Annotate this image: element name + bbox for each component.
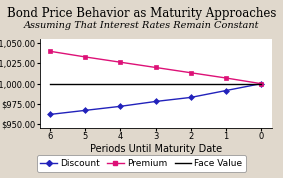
- Line: Premium: Premium: [48, 49, 263, 86]
- Line: Discount: Discount: [48, 82, 263, 116]
- Discount: [260, 83, 263, 85]
- Discount: [84, 109, 87, 111]
- Text: Assuming That Interest Rates Remain Constant: Assuming That Interest Rates Remain Cons…: [24, 21, 259, 30]
- Discount: [154, 100, 157, 103]
- Premium: [154, 66, 157, 69]
- Face Value: [260, 83, 263, 85]
- Discount: [189, 96, 192, 98]
- Premium: [84, 56, 87, 58]
- Premium: [119, 61, 122, 63]
- Discount: [48, 113, 52, 116]
- Face Value: [224, 83, 228, 85]
- Legend: Discount, Premium, Face Value: Discount, Premium, Face Value: [37, 156, 246, 172]
- Face Value: [119, 83, 122, 85]
- Text: Bond Price Behavior as Maturity Approaches: Bond Price Behavior as Maturity Approach…: [7, 7, 276, 20]
- Discount: [119, 105, 122, 107]
- Premium: [224, 77, 228, 79]
- Premium: [189, 72, 192, 74]
- Premium: [260, 83, 263, 85]
- Face Value: [189, 83, 192, 85]
- X-axis label: Periods Until Maturity Date: Periods Until Maturity Date: [90, 144, 222, 154]
- Face Value: [84, 83, 87, 85]
- Discount: [224, 90, 228, 92]
- Face Value: [48, 83, 52, 85]
- Premium: [48, 50, 52, 52]
- Face Value: [154, 83, 157, 85]
